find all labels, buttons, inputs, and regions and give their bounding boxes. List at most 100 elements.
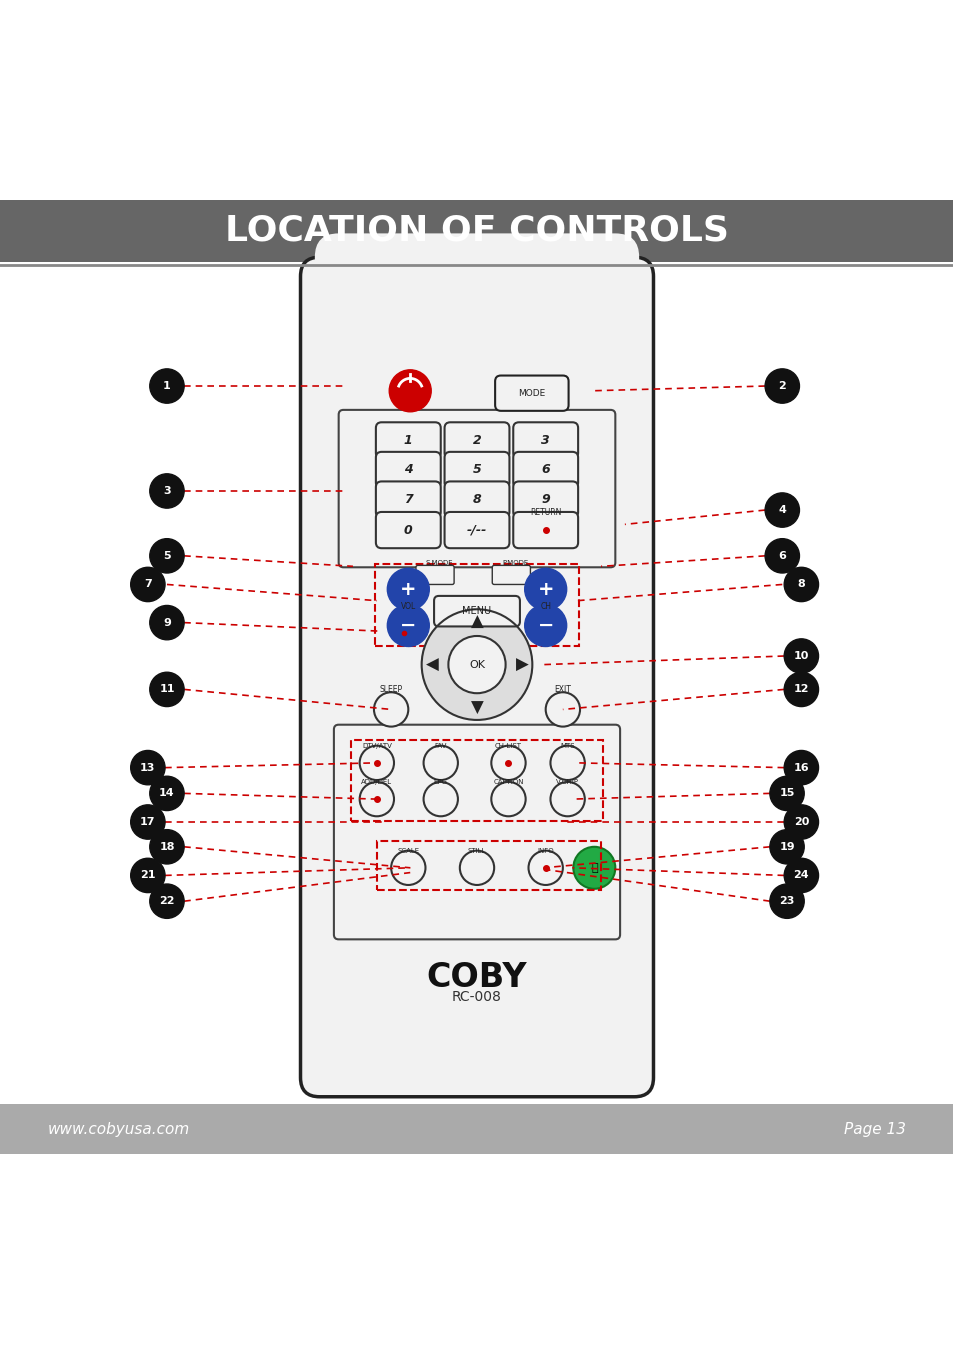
Text: 21: 21: [140, 871, 155, 880]
Text: 20: 20: [793, 816, 808, 827]
Text: 6: 6: [540, 463, 550, 477]
Text: 2: 2: [778, 380, 785, 391]
Circle shape: [524, 569, 566, 611]
Circle shape: [448, 636, 505, 693]
Circle shape: [150, 830, 184, 864]
Text: Page 13: Page 13: [843, 1121, 905, 1137]
Text: 5: 5: [163, 551, 171, 561]
Circle shape: [389, 370, 431, 412]
Circle shape: [150, 884, 184, 918]
Circle shape: [359, 783, 394, 816]
Text: 15: 15: [779, 788, 794, 799]
Circle shape: [764, 539, 799, 573]
Text: 3: 3: [163, 486, 171, 496]
Text: LOCATION OF CONTROLS: LOCATION OF CONTROLS: [225, 214, 728, 248]
Text: ▼: ▼: [470, 699, 483, 716]
Text: 🔇: 🔇: [591, 862, 597, 873]
Text: CH: CH: [539, 603, 551, 611]
Text: 0: 0: [403, 524, 413, 536]
FancyBboxPatch shape: [444, 452, 509, 487]
FancyBboxPatch shape: [444, 422, 509, 459]
FancyBboxPatch shape: [0, 1105, 953, 1154]
Text: EPG: EPG: [434, 779, 447, 785]
Circle shape: [150, 474, 184, 508]
Circle shape: [374, 692, 408, 727]
Circle shape: [131, 567, 165, 601]
Text: FAV: FAV: [435, 743, 446, 749]
FancyBboxPatch shape: [513, 512, 578, 548]
Text: 11: 11: [159, 684, 174, 695]
Text: 24: 24: [793, 871, 808, 880]
Text: 3: 3: [540, 433, 550, 447]
Text: EXIT: EXIT: [554, 685, 571, 693]
Circle shape: [783, 639, 818, 673]
Text: SLEEP: SLEEP: [379, 685, 402, 693]
Text: S.MODE: S.MODE: [425, 561, 452, 566]
Text: 23: 23: [779, 896, 794, 906]
Text: 14: 14: [159, 788, 174, 799]
Circle shape: [550, 746, 584, 780]
Text: 4: 4: [778, 505, 785, 515]
FancyBboxPatch shape: [375, 452, 440, 487]
Text: +: +: [399, 580, 416, 598]
Text: 9: 9: [163, 617, 171, 628]
Circle shape: [764, 368, 799, 403]
Circle shape: [359, 746, 394, 780]
Circle shape: [423, 783, 457, 816]
Text: ◀: ◀: [425, 655, 438, 673]
Text: SCALE: SCALE: [396, 848, 419, 853]
FancyBboxPatch shape: [300, 257, 653, 1097]
FancyBboxPatch shape: [513, 452, 578, 487]
Circle shape: [783, 672, 818, 707]
Text: 19: 19: [779, 842, 794, 852]
Text: ▲: ▲: [470, 612, 483, 631]
Text: ▶: ▶: [515, 655, 528, 673]
Text: V-CHIP: V-CHIP: [556, 779, 578, 785]
Text: 8: 8: [472, 493, 481, 506]
FancyBboxPatch shape: [444, 512, 509, 548]
Text: 5: 5: [472, 463, 481, 477]
Circle shape: [391, 850, 425, 886]
FancyBboxPatch shape: [375, 482, 440, 517]
Circle shape: [783, 804, 818, 839]
FancyBboxPatch shape: [375, 512, 440, 548]
Text: DTV/ATV: DTV/ATV: [361, 743, 392, 749]
Circle shape: [769, 884, 803, 918]
Text: 16: 16: [793, 762, 808, 773]
FancyBboxPatch shape: [444, 482, 509, 517]
FancyBboxPatch shape: [492, 566, 530, 585]
Text: MTS: MTS: [559, 743, 575, 749]
FancyBboxPatch shape: [338, 410, 615, 567]
Text: OK: OK: [469, 659, 484, 670]
Circle shape: [573, 846, 615, 888]
Text: 6: 6: [778, 551, 785, 561]
Text: MENU: MENU: [462, 607, 491, 616]
Circle shape: [150, 368, 184, 403]
Text: STILL: STILL: [467, 848, 486, 853]
Text: 10: 10: [793, 651, 808, 661]
Text: ADD/DEL: ADD/DEL: [361, 779, 392, 785]
Circle shape: [150, 672, 184, 707]
Circle shape: [783, 750, 818, 785]
Circle shape: [783, 858, 818, 892]
Text: 1: 1: [403, 433, 413, 447]
FancyBboxPatch shape: [375, 422, 440, 459]
Circle shape: [131, 858, 165, 892]
Text: 12: 12: [793, 684, 808, 695]
FancyBboxPatch shape: [314, 233, 639, 367]
Circle shape: [150, 605, 184, 640]
FancyBboxPatch shape: [434, 596, 519, 627]
FancyBboxPatch shape: [0, 200, 953, 263]
Circle shape: [524, 604, 566, 646]
Text: INFO: INFO: [537, 848, 554, 853]
Circle shape: [150, 539, 184, 573]
Text: 1: 1: [163, 380, 171, 391]
Text: 17: 17: [140, 816, 155, 827]
Circle shape: [387, 569, 429, 611]
Circle shape: [423, 746, 457, 780]
Circle shape: [783, 567, 818, 601]
Text: -/--: -/--: [466, 524, 487, 536]
Text: 8: 8: [797, 580, 804, 589]
Text: COBY: COBY: [426, 961, 527, 994]
Text: −: −: [537, 616, 554, 635]
